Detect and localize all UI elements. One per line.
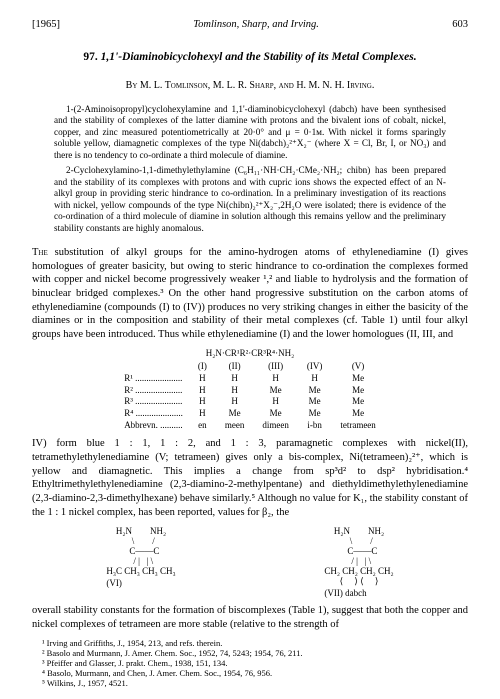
body-p3: overall stability constants for the form…: [32, 604, 468, 631]
cell: H: [216, 396, 254, 408]
table-row: Abbrevn. .......... en meen dimeen i-bn …: [115, 420, 385, 432]
abstract: 1-(2-Aminoisopropyl)cyclohexylamine and …: [54, 104, 446, 235]
th-blank: [115, 361, 189, 373]
cell: Abbrevn. ..........: [115, 420, 189, 432]
header-year: [1965]: [32, 18, 60, 32]
abstract-p2: 2-Cyclohexylamino-1,1-dimethylethylamine…: [54, 165, 446, 234]
table-data: (I) (II) (III) (IV) (V) R¹ .............…: [115, 361, 385, 431]
footnote-2: ² Basolo and Murmann, J. Amer. Chem. Soc…: [32, 648, 468, 658]
substituent-table: H₂N·CR¹R²·CR³R⁴·NH₂ (I) (II) (III) (IV) …: [32, 348, 468, 432]
cell: R³ .....................: [115, 396, 189, 408]
page-header: [1965] Tomlinson, Sharp, and Irving. 603: [32, 18, 468, 32]
body-p1-rest: substitution of alkyl groups for the ami…: [32, 247, 468, 340]
cell: H: [216, 373, 254, 385]
footnotes: ¹ Irving and Griffiths, J., 1954, 213, a…: [32, 638, 468, 689]
cell: H: [298, 373, 332, 385]
cell: Me: [298, 396, 332, 408]
title-text: 1,1'-Diaminobicyclohexyl and the Stabili…: [101, 51, 417, 63]
footnote-1: ¹ Irving and Griffiths, J., 1954, 213, a…: [32, 638, 468, 648]
cell: R¹ .....................: [115, 373, 189, 385]
article-title: 97. 1,1'-Diaminobicyclohexyl and the Sta…: [32, 50, 468, 65]
cell: H: [189, 373, 216, 385]
cell: Me: [331, 408, 384, 420]
cell: H: [189, 385, 216, 397]
body-p1-lead: The: [32, 247, 48, 258]
cell: en: [189, 420, 216, 432]
body-p1: The substitution of alkyl groups for the…: [32, 246, 468, 341]
body-text-2: IV) form blue 1 : 1, 1 : 2, and 1 : 3, p…: [32, 437, 468, 519]
cell: H: [216, 385, 254, 397]
table-row: R² ..................... H H Me Me Me: [115, 385, 385, 397]
structure-vi-label: (VI): [106, 579, 175, 589]
cell: tetrameen: [331, 420, 384, 432]
structure-vii-label: (VII) dabch: [324, 589, 393, 599]
table-header-row: (I) (II) (III) (IV) (V): [115, 361, 385, 373]
table-row: R³ ..................... H H H Me Me: [115, 396, 385, 408]
cell: Me: [253, 385, 298, 397]
cell: H: [189, 396, 216, 408]
cell: Me: [331, 373, 384, 385]
cell: Me: [331, 385, 384, 397]
cell: H: [189, 408, 216, 420]
th-1: (I): [189, 361, 216, 373]
body-text-3: overall stability constants for the form…: [32, 604, 468, 631]
table-row: R¹ ..................... H H H H Me: [115, 373, 385, 385]
cell: Me: [298, 385, 332, 397]
th-3: (III): [253, 361, 298, 373]
header-running: Tomlinson, Sharp, and Irving.: [193, 18, 319, 32]
cell: dimeen: [253, 420, 298, 432]
cell: Me: [216, 408, 254, 420]
table-formula: H₂N·CR¹R²·CR³R⁴·NH₂: [32, 348, 468, 360]
table-row: R⁴ ..................... H Me Me Me Me: [115, 408, 385, 420]
footnote-5: ⁵ Wilkins, J., 1957, 4521.: [32, 678, 468, 688]
cell: H: [253, 373, 298, 385]
title-number: 97.: [83, 51, 97, 63]
structure-vii-drawing: H₂N NH₂ \ / C——C / | | \ CH₂ CH₂ CH₂ CH₂…: [324, 527, 393, 586]
structure-vi: H₂N NH₂ \ / C——C / | | \ H₃C CH₃ CH₃ CH₃…: [106, 527, 175, 588]
abstract-p1: 1-(2-Aminoisopropyl)cyclohexylamine and …: [54, 104, 446, 162]
header-page: 603: [452, 18, 468, 32]
cell: meen: [216, 420, 254, 432]
footnote-3: ³ Pfeiffer and Glasser, J. prakt. Chem.,…: [32, 658, 468, 668]
th-4: (IV): [298, 361, 332, 373]
th-5: (V): [331, 361, 384, 373]
cell: R² .....................: [115, 385, 189, 397]
cell: R⁴ .....................: [115, 408, 189, 420]
authors-line: By M. L. Tomlinson, M. L. R. Sharp, and …: [32, 79, 468, 92]
chemical-structures: H₂N NH₂ \ / C——C / | | \ H₃C CH₃ CH₃ CH₃…: [32, 527, 468, 598]
th-2: (II): [216, 361, 254, 373]
body-text: The substitution of alkyl groups for the…: [32, 246, 468, 341]
cell: i-bn: [298, 420, 332, 432]
body-p2: IV) form blue 1 : 1, 1 : 2, and 1 : 3, p…: [32, 437, 468, 519]
cell: Me: [331, 396, 384, 408]
cell: H: [253, 396, 298, 408]
structure-vi-drawing: H₂N NH₂ \ / C——C / | | \ H₃C CH₃ CH₃ CH₃: [106, 527, 175, 576]
footnote-4: ⁴ Basolo, Murmann, and Chen, J. Amer. Ch…: [32, 668, 468, 678]
cell: Me: [298, 408, 332, 420]
cell: Me: [253, 408, 298, 420]
structure-vii: H₂N NH₂ \ / C——C / | | \ CH₂ CH₂ CH₂ CH₂…: [324, 527, 393, 598]
